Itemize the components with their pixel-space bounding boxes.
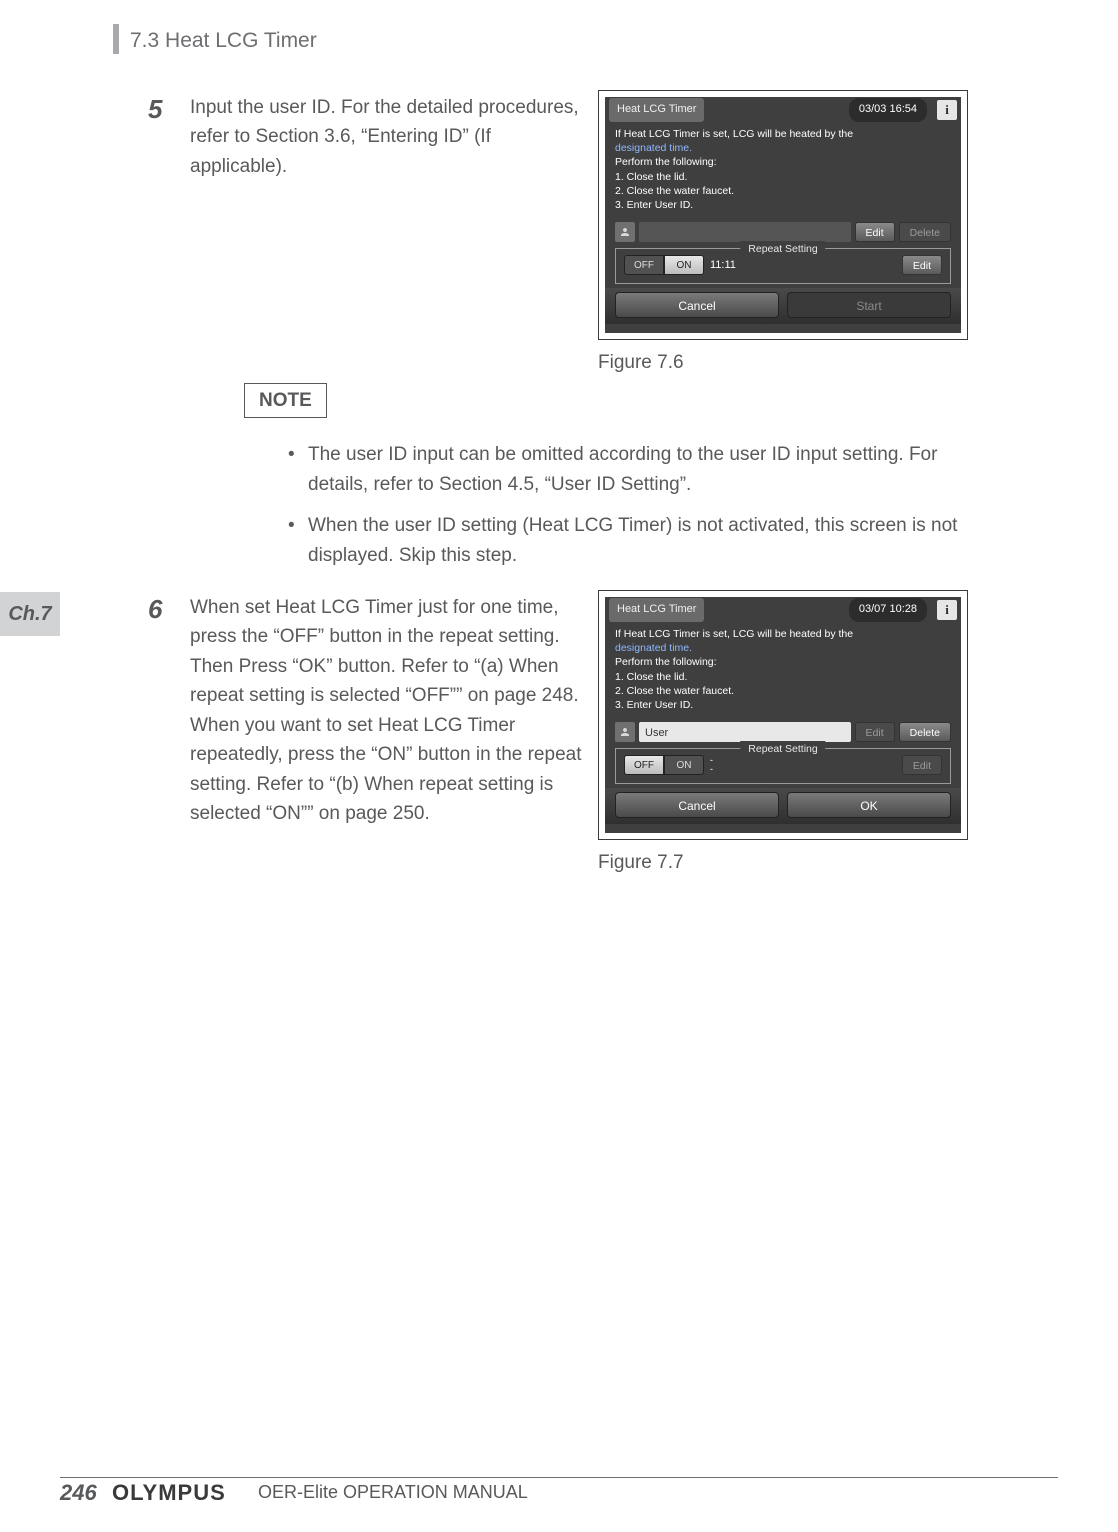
note-item: • When the user ID setting (Heat LCG Tim…	[288, 511, 998, 570]
figure-7-7: Heat LCG Timer 03/07 10:28 i If Heat LCG…	[598, 590, 968, 840]
header-rule	[113, 24, 119, 54]
step-text: Input the user ID. For the detailed proc…	[190, 93, 585, 181]
repeat-setting-label: Repeat Setting	[740, 741, 825, 757]
manual-title: OER-Elite OPERATION MANUAL	[258, 1479, 528, 1507]
screen-message: If Heat LCG Timer is set, LCG will be he…	[605, 623, 961, 718]
step-number: 6	[148, 589, 162, 629]
figure-caption: Figure 7.7	[598, 848, 684, 877]
repeat-setting-group: Repeat Setting OFF ON -- Edit	[615, 748, 951, 784]
delete-button[interactable]: Delete	[899, 222, 951, 242]
info-icon[interactable]: i	[937, 100, 957, 120]
screen-message: If Heat LCG Timer is set, LCG will be he…	[605, 123, 961, 218]
ok-button[interactable]: OK	[787, 792, 951, 818]
edit-button[interactable]: Edit	[855, 722, 895, 742]
screen-title: Heat LCG Timer	[609, 598, 704, 621]
repeat-setting-group: Repeat Setting OFF ON 11:11 Edit	[615, 248, 951, 284]
repeat-setting-label: Repeat Setting	[740, 241, 825, 257]
step-5: 5 Input the user ID. For the detailed pr…	[148, 93, 585, 181]
off-toggle[interactable]: OFF	[624, 755, 664, 775]
figure-caption: Figure 7.6	[598, 348, 684, 377]
screen-title: Heat LCG Timer	[609, 98, 704, 121]
cancel-button[interactable]: Cancel	[615, 292, 779, 318]
start-button[interactable]: Start	[787, 292, 951, 318]
note-label: NOTE	[244, 383, 327, 418]
step-6: 6 When set Heat LCG Timer just for one t…	[148, 593, 585, 829]
note-item: • The user ID input can be omitted accor…	[288, 440, 998, 499]
timer-time: 11:11	[710, 257, 736, 274]
device-screen: Heat LCG Timer 03/07 10:28 i If Heat LCG…	[605, 597, 961, 833]
on-toggle[interactable]: ON	[664, 755, 704, 775]
timer-time: --	[710, 756, 713, 774]
user-id-field[interactable]	[639, 222, 851, 242]
user-icon	[615, 222, 635, 242]
off-toggle[interactable]: OFF	[624, 255, 664, 275]
user-icon	[615, 722, 635, 742]
delete-button[interactable]: Delete	[899, 722, 951, 742]
figure-7-6: Heat LCG Timer 03/03 16:54 i If Heat LCG…	[598, 90, 968, 340]
cancel-button[interactable]: Cancel	[615, 792, 779, 818]
chapter-tab: Ch.7	[0, 592, 60, 636]
screen-datetime: 03/07 10:28	[849, 598, 927, 621]
edit-time-button[interactable]: Edit	[902, 755, 942, 775]
note-section: NOTE • The user ID input can be omitted …	[244, 383, 998, 582]
step-text: When set Heat LCG Timer just for one tim…	[190, 593, 585, 829]
brand-logo: OLYMPUS	[112, 1476, 226, 1510]
on-toggle[interactable]: ON	[664, 255, 704, 275]
device-screen: Heat LCG Timer 03/03 16:54 i If Heat LCG…	[605, 97, 961, 333]
edit-button[interactable]: Edit	[855, 222, 895, 242]
page-number: 246	[60, 1476, 97, 1510]
info-icon[interactable]: i	[937, 600, 957, 620]
user-id-field[interactable]: User	[639, 722, 851, 742]
step-number: 5	[148, 89, 162, 129]
screen-datetime: 03/03 16:54	[849, 98, 927, 121]
edit-time-button[interactable]: Edit	[902, 255, 942, 275]
section-title: 7.3 Heat LCG Timer	[130, 25, 317, 58]
